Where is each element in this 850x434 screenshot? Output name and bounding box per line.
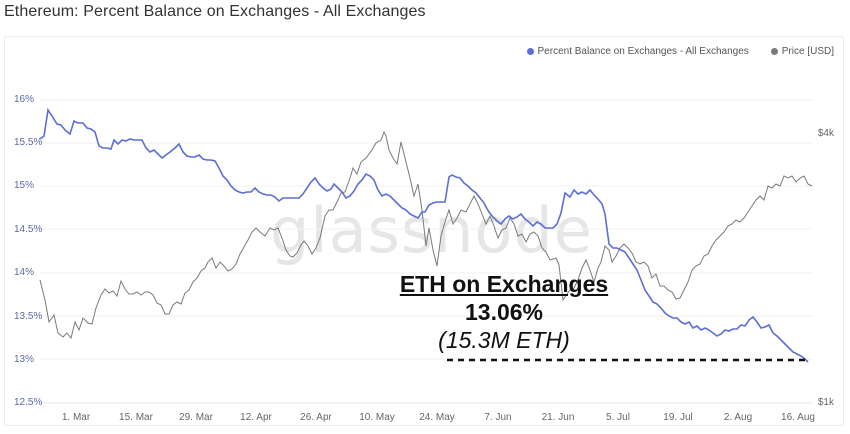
y-tick-12-5: 12.5% [14,397,43,408]
y-tick-14-5: 14.5% [14,224,43,235]
chart-frame [4,36,844,426]
y-tick-16: 16% [14,94,35,105]
x-tick-2-aug: 2. Aug [723,412,753,423]
x-tick-12-apr: 12. Apr [240,412,272,423]
x-tick-10-may: 10. May [359,412,395,423]
y-tick-15-5: 15.5% [14,137,43,148]
annotation-title: ETH on Exchanges [399,271,609,297]
y-tick-13-5: 13.5% [14,311,43,322]
y-tick-15: 15% [14,180,35,191]
annotation-subtitle: (15.3M ETH) [438,327,570,353]
x-tick-21-jun: 21. Jun [541,412,575,423]
x-tick-24-may: 24. May [419,412,455,423]
balance-dot-icon [526,48,534,55]
balance-line [39,107,809,363]
x-tick-7-jun: 7. Jun [484,412,512,423]
price-tick-4k: $4k [817,128,834,139]
price-tick-1k: $1k [817,397,834,408]
legend-item-price[interactable]: Price [USD] [770,46,834,57]
legend-label-balance: Percent Balance on Exchanges - All Excha… [537,46,749,57]
x-tick-26-apr: 26. Apr [300,412,332,423]
x-tick-19-jul: 19. Jul [663,412,693,423]
annotation-value: 13.06% [464,299,543,325]
price-line [39,130,813,340]
x-tick-15-mar: 15. Mar [119,412,153,423]
y-tick-13: 13% [14,354,35,365]
x-tick-1-mar: 1. Mar [61,412,91,423]
x-tick-29-mar: 29. Mar [179,412,213,423]
legend-item-balance[interactable]: Percent Balance on Exchanges - All Excha… [526,46,749,57]
y-tick-14: 14% [14,267,35,278]
chart-title: Ethereum: Percent Balance on Exchanges -… [4,3,426,20]
gridlines [40,99,812,404]
x-tick-5-jul: 5. Jul [606,412,630,423]
glassnode-watermark: glassnode [270,194,593,267]
legend-label-price: Price [USD] [781,46,834,57]
x-tick-16-aug: 16. Aug [781,412,815,423]
annotation-box: ETH on Exchanges 13.06% (15.3M ETH) [384,270,624,354]
legend: Percent Balance on Exchanges - All Excha… [526,46,834,57]
price-dot-icon [770,48,778,55]
